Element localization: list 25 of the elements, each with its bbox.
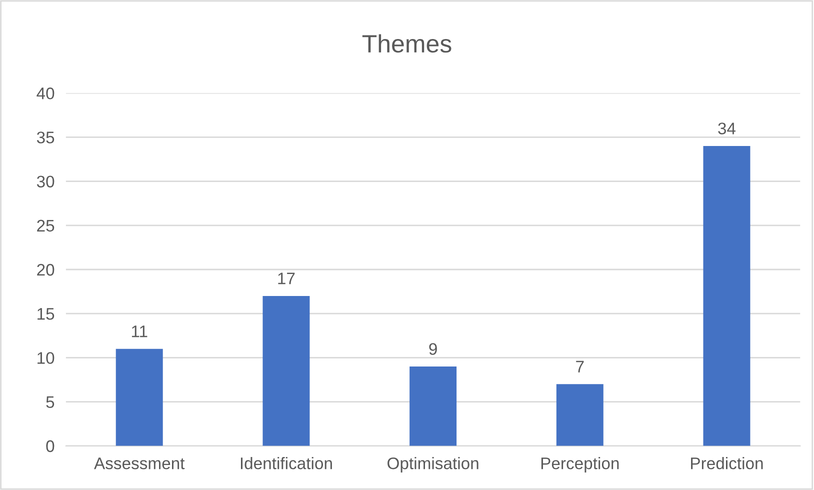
y-tick-label: 15 (38, 308, 54, 320)
bar (262, 296, 310, 446)
x-tick-label: Optimisation (388, 457, 478, 473)
data-label: 9 (429, 343, 437, 355)
y-tick-label: 35 (36, 132, 54, 144)
y-tick-label: 5 (46, 396, 54, 408)
y-tick-label: 0 (46, 440, 54, 452)
x-tick-label: Assessment (94, 458, 185, 470)
y-tick-label: 20 (37, 264, 54, 276)
data-label: 7 (576, 360, 584, 372)
x-tick-label: Perception (541, 457, 619, 473)
chart-title: Themes (362, 34, 452, 53)
bar (116, 348, 163, 446)
bar (556, 384, 604, 446)
bar (703, 146, 750, 446)
bar (410, 366, 457, 446)
y-tick-label: 10 (38, 352, 54, 364)
x-tick-label: Identification (240, 457, 332, 470)
y-tick-label: 40 (36, 88, 54, 100)
data-label: 34 (718, 122, 736, 134)
data-label: 11 (132, 326, 148, 338)
y-tick-label: 25 (37, 220, 54, 232)
data-label: 17 (278, 272, 295, 284)
x-tick-label: Prediction (691, 457, 763, 470)
y-tick-label: 30 (36, 176, 54, 188)
